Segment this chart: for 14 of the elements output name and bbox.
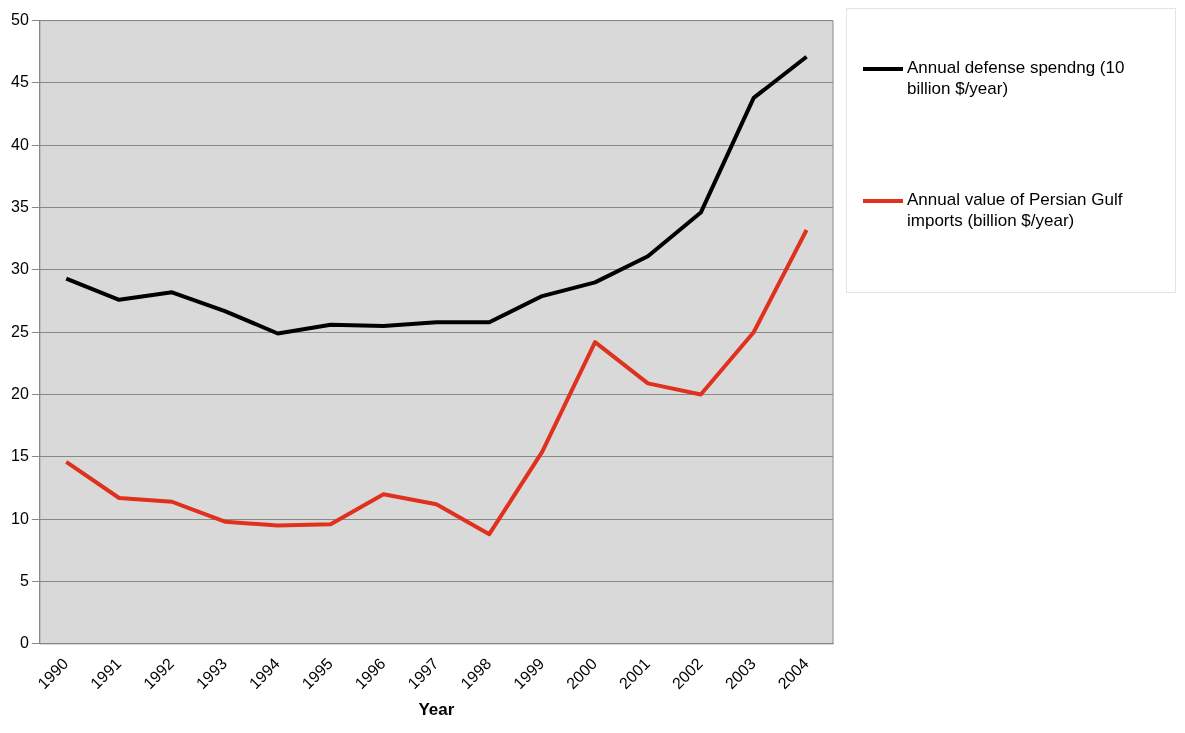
y-tick-label: 25 [11,322,29,340]
y-tick-label: 0 [19,634,29,652]
y-tick-label: 50 [11,11,29,29]
legend-label: Annual defense spendng (10 billion $/year) [907,57,1126,99]
y-tick-label: 5 [19,571,29,589]
y-tick-label: 15 [11,447,29,465]
y-tick-label: 40 [11,135,29,153]
y-tick-label: 10 [11,509,29,527]
y-tick-label: 35 [11,197,29,215]
y-tick-label: 20 [11,384,29,402]
x-axis-title: Year [418,700,455,720]
legend-label: Annual value of Persian Gulf imports (billion $/year) [907,189,1124,231]
y-tick-label: 30 [11,260,29,278]
y-tick-label: 45 [11,73,29,91]
